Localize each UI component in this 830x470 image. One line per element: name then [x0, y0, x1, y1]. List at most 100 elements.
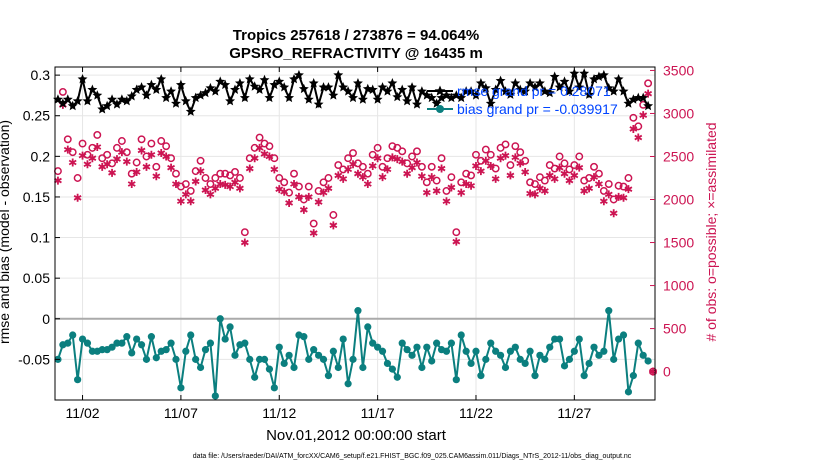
bias-point	[605, 307, 613, 315]
obs-assimilated-point	[540, 186, 549, 195]
obs-assimilated-point	[609, 209, 618, 218]
bias-point	[546, 343, 554, 351]
bias-point	[147, 333, 155, 341]
obs-assimilated-asterisk	[555, 163, 564, 172]
obs-assimilated-point	[358, 173, 367, 182]
obs-possible-point	[157, 137, 166, 145]
obs-assimilated-asterisk	[314, 198, 323, 207]
obs-assimilated-point	[339, 174, 348, 183]
obs-assimilated-asterisk	[550, 174, 559, 183]
obs-assimilated-asterisk	[363, 180, 372, 189]
obs-assimilated-point	[476, 167, 485, 176]
rmse-point	[338, 82, 349, 92]
rmse-point	[608, 86, 619, 96]
bias-point	[472, 347, 480, 355]
rmse-point	[466, 86, 477, 96]
rmse-point	[121, 95, 132, 106]
obs-assimilated-point	[457, 188, 466, 197]
bias-point	[108, 343, 116, 351]
bias-point	[334, 363, 342, 372]
obs-possible-point	[329, 211, 338, 219]
rmse-point	[141, 90, 152, 100]
rmse-point	[239, 92, 250, 103]
rmse-point	[210, 86, 221, 96]
bias-point	[536, 351, 544, 359]
rmse-point	[569, 68, 580, 78]
obs-possible-point	[280, 178, 289, 187]
bias-point	[644, 357, 652, 365]
bias-point	[629, 372, 637, 380]
bias-point	[265, 365, 274, 373]
obs-assimilated-point	[196, 167, 205, 176]
bias-point	[442, 347, 451, 355]
rmse-point	[161, 92, 172, 103]
obs-possible-point	[172, 169, 180, 178]
bias-point	[354, 307, 362, 315]
obs-possible-point	[231, 168, 239, 176]
obs-assimilated-asterisk	[634, 133, 643, 142]
bias-point	[418, 363, 426, 372]
rmse-point	[284, 92, 295, 103]
rmse-point	[456, 92, 467, 103]
rmse-point	[254, 84, 265, 94]
rmse-point	[274, 76, 285, 86]
obs-assimilated-point	[309, 229, 318, 238]
rmse-point	[200, 87, 211, 98]
y-axis-tick-labels: -0.05 0 0.05 0.1 0.15 0.2 0.25 0.3	[18, 67, 50, 367]
rmse-point	[475, 78, 486, 88]
obs-assimilated-asterisk	[452, 237, 461, 246]
obs-assimilated-point	[388, 153, 397, 162]
bias-point	[501, 363, 510, 372]
bias-point	[541, 355, 549, 363]
bias-point	[462, 347, 470, 355]
obs-assimilated-asterisk	[235, 184, 244, 193]
obs-assimilated-asterisk	[172, 180, 180, 189]
obs-assimilated-asterisk	[599, 197, 608, 206]
bias-point	[634, 339, 642, 347]
rmse-point	[613, 73, 624, 84]
obs-assimilated-point	[186, 197, 195, 206]
obs-possible-point	[68, 148, 77, 157]
obs-assimilated-point	[565, 176, 574, 185]
obs-possible-point	[447, 173, 456, 182]
bias-point	[196, 363, 205, 372]
bias-point	[467, 359, 475, 368]
obs-assimilated-point	[206, 190, 215, 199]
obs-assimilated-asterisk	[417, 172, 426, 181]
bias-point	[280, 359, 288, 368]
rmse-point	[57, 98, 68, 108]
obs-possible-point	[619, 182, 628, 191]
obs-assimilated-asterisk	[609, 209, 618, 218]
rmse-point	[195, 90, 206, 100]
obs-possible-point	[378, 162, 387, 171]
obs-possible-point	[408, 152, 416, 161]
obs-assimilated-point	[137, 146, 146, 155]
obs-assimilated-asterisk	[349, 160, 357, 169]
bias-point	[216, 315, 224, 323]
obs-assimilated-asterisk	[122, 157, 131, 166]
obs-assimilated-point	[378, 173, 387, 182]
obs-possible-point	[467, 171, 476, 180]
rmse-point	[377, 82, 388, 92]
obs-possible-point	[93, 131, 102, 139]
obs-possible-point	[78, 139, 87, 148]
bias-point	[83, 339, 92, 347]
rmse-point	[298, 83, 309, 94]
obs-possible-point	[211, 174, 220, 182]
bias-point	[201, 346, 210, 354]
right-tick-label: 500	[663, 321, 687, 337]
rmse-point	[353, 78, 363, 88]
x-tick-label: 11/22	[459, 405, 493, 421]
obs-assimilated-point	[299, 205, 308, 214]
x-tick-label: 11/12	[262, 405, 296, 421]
bias-point	[447, 339, 455, 347]
bias-point	[260, 355, 269, 363]
obs-possible-point	[137, 135, 146, 144]
obs-assimilated-point	[511, 153, 520, 162]
obs-possible-point	[560, 159, 569, 168]
obs-assimilated-asterisk	[309, 229, 318, 238]
bias-point	[585, 359, 593, 368]
bias-series	[54, 307, 652, 400]
obs-assimilated-asterisk	[403, 169, 412, 178]
bias-point	[496, 351, 505, 359]
